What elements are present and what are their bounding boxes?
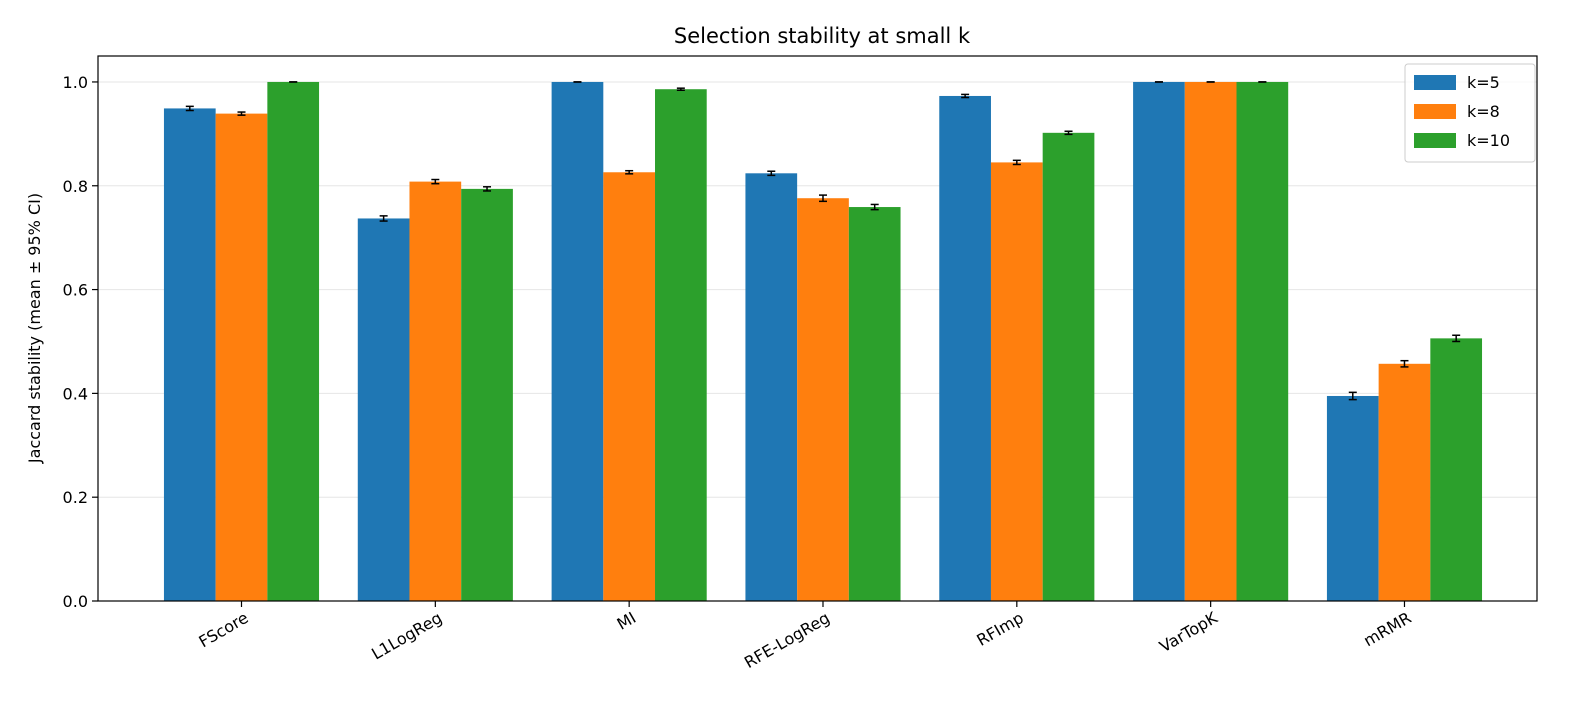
x-tick-label: L1LogReg [368,608,445,663]
y-tick-label: 0.6 [63,281,88,300]
bar [1133,81,1185,601]
legend-swatch [1414,75,1456,90]
bar [215,113,268,601]
x-tick-label: RFImp [973,608,1026,650]
y-tick-label: 0.8 [63,177,88,196]
legend-swatch [1414,133,1456,148]
x-tick-label: FScore [195,608,251,651]
bar [745,173,798,602]
bar [163,108,216,601]
y-tick-label: 0.2 [63,488,88,507]
x-tick-label: RFE-LogReg [741,608,833,672]
legend-label: k=10 [1467,131,1510,150]
x-tick-label: mRMR [1360,608,1414,650]
legend-swatch [1414,104,1456,119]
x-axis-ticks: FScore L1LogReg MI RFE-LogReg RFImp VarTopK mR… [195,601,1414,672]
y-tick-label: 0.0 [63,592,88,611]
bars [163,81,1483,602]
bar [1184,81,1237,601]
legend: k=5 k=8 k=10 [1404,63,1536,163]
bar [551,81,604,601]
bar [939,95,991,601]
error-bars [185,81,1461,401]
x-tick-label: VarTopK [1156,608,1221,656]
bar [848,207,901,602]
bar [603,172,656,601]
y-axis-label: Jaccard stability (mean ± 95% CI) [25,193,44,464]
bar [409,181,462,601]
bar [1236,81,1289,601]
bar [1378,363,1431,601]
bar [461,188,513,601]
y-tick-label: 0.4 [63,384,88,403]
chart-title: Selection stability at small k [674,24,971,48]
legend-label: k=5 [1467,73,1500,92]
plot-frame [97,55,1538,602]
legend-label: k=8 [1467,102,1500,121]
y-axis-ticks: 0.0 0.2 0.4 0.6 0.8 1.0 [63,73,98,611]
bar [990,162,1043,601]
y-tick-label: 1.0 [63,73,88,92]
bar [357,218,410,601]
x-tick-label: MI [614,608,640,634]
bar [1042,132,1095,602]
bar [655,89,707,601]
bar [1326,395,1379,601]
bar [267,81,320,601]
bar [797,198,849,601]
bar [1430,338,1483,601]
